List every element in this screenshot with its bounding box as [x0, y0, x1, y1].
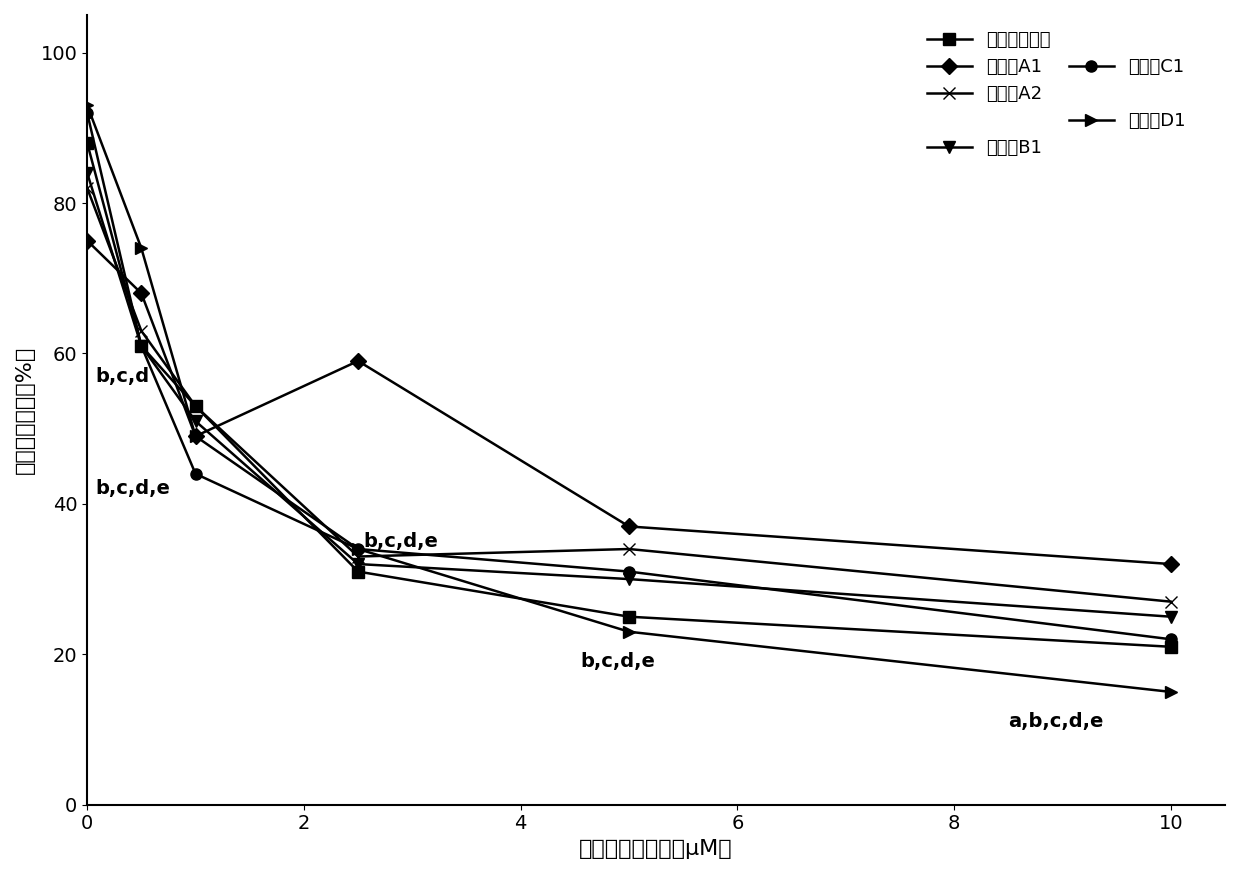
脂质体C1	[351, 544, 366, 554]
Line: 脂质体D1: 脂质体D1	[81, 99, 1177, 698]
脂质体C1	[188, 468, 203, 479]
脂质体B1	[621, 574, 636, 585]
脂质体B1	[188, 416, 203, 427]
Text: b,c,d,e: b,c,d,e	[363, 532, 439, 551]
脂质体A1	[351, 356, 366, 366]
Text: b,c,d: b,c,d	[95, 366, 150, 385]
Line: 脂质体B1: 脂质体B1	[81, 167, 1177, 623]
脂质体D1	[1163, 687, 1178, 697]
脂质体C1	[621, 566, 636, 577]
脂质体B1	[1163, 612, 1178, 622]
盐酸表阿霉素	[79, 137, 94, 148]
脂质体A1	[621, 521, 636, 531]
盐酸表阿霉素	[1163, 642, 1178, 652]
脂质体B1	[351, 558, 366, 569]
Y-axis label: 细胞的存活率（%）: 细胞的存活率（%）	[15, 346, 35, 474]
脂质体D1	[621, 627, 636, 637]
盐酸表阿霉素	[134, 341, 149, 351]
Legend: 盐酸表阿霉素, 脂质体A1, 脂质体A2, , 脂质体B1, , 脂质体C1, , 脂质体D1, : 盐酸表阿霉素, 脂质体A1, 脂质体A2, , 脂质体B1, , 脂质体C1, …	[920, 24, 1193, 164]
脂质体A2	[351, 551, 366, 562]
脂质体A2	[134, 326, 149, 336]
Text: b,c,d,e: b,c,d,e	[95, 479, 171, 498]
盐酸表阿霉素	[621, 612, 636, 622]
脂质体A1	[188, 431, 203, 441]
脂质体A2	[1163, 596, 1178, 607]
脂质体C1	[79, 108, 94, 118]
脂质体A2	[188, 401, 203, 412]
盐酸表阿霉素	[351, 566, 366, 577]
脂质体B1	[134, 341, 149, 351]
脂质体C1	[1163, 634, 1178, 644]
Line: 脂质体A2: 脂质体A2	[81, 182, 1177, 608]
脂质体D1	[79, 100, 94, 110]
脂质体A2	[621, 544, 636, 554]
脂质体A1	[1163, 558, 1178, 569]
脂质体C1	[134, 341, 149, 351]
Line: 脂质体A1: 脂质体A1	[82, 235, 1177, 570]
Line: 脂质体C1: 脂质体C1	[82, 108, 1177, 645]
脂质体A2	[79, 183, 94, 193]
脂质体D1	[134, 243, 149, 253]
脂质体B1	[79, 168, 94, 178]
X-axis label: 表阿霉素的浓度（μM）: 表阿霉素的浓度（μM）	[579, 839, 733, 859]
盐酸表阿霉素	[188, 401, 203, 412]
Line: 盐酸表阿霉素: 盐酸表阿霉素	[82, 137, 1177, 652]
Text: b,c,d,e: b,c,d,e	[580, 652, 655, 671]
脂质体D1	[351, 544, 366, 554]
脂质体A1	[134, 288, 149, 299]
Text: a,b,c,d,e: a,b,c,d,e	[1008, 712, 1104, 732]
脂质体D1	[188, 431, 203, 441]
脂质体A1	[79, 235, 94, 246]
